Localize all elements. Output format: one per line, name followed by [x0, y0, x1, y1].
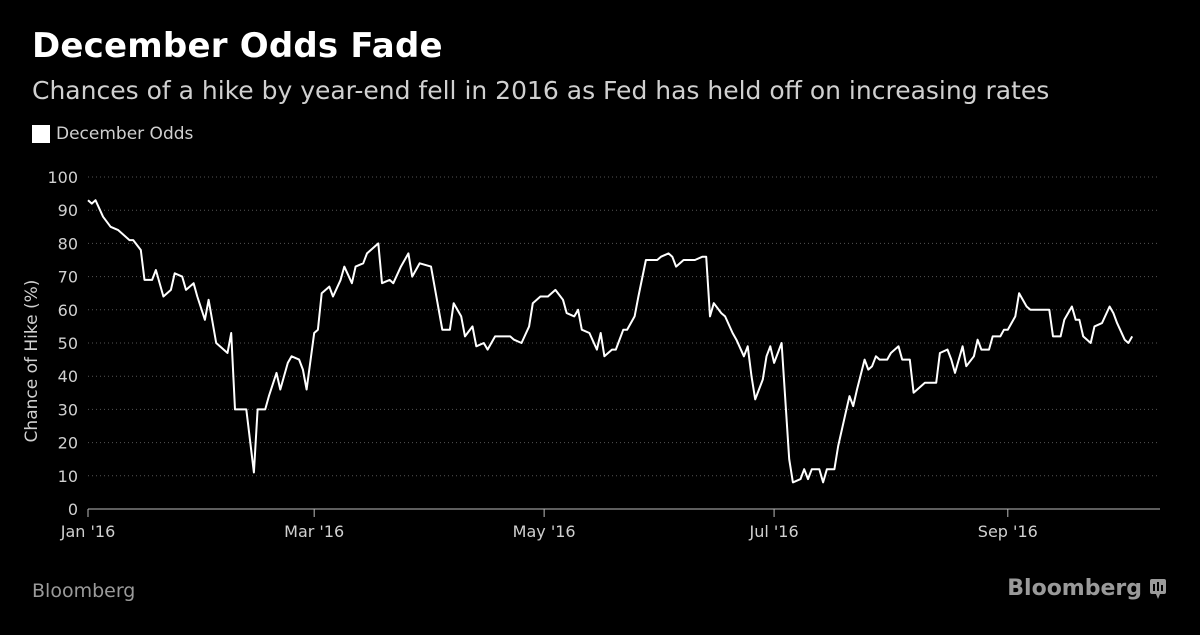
legend-label: December Odds — [56, 124, 194, 144]
x-tick-label: Jul '16 — [749, 522, 799, 541]
legend-swatch — [32, 125, 50, 143]
source-label: Bloomberg — [32, 580, 136, 602]
brand-logo: Bloomberg — [1007, 576, 1166, 601]
y-tick-label: 100 — [47, 168, 78, 187]
chart-title: December Odds Fade — [32, 26, 443, 66]
y-tick-label: 70 — [58, 268, 78, 287]
y-axis-title: Chance of Hike (%) — [22, 280, 42, 443]
x-tick-label: Jan '16 — [60, 522, 116, 541]
y-tick-label: 0 — [68, 500, 78, 519]
y-tick-label: 40 — [58, 367, 78, 386]
y-tick-label: 60 — [58, 301, 78, 320]
y-tick-label: 50 — [58, 334, 78, 353]
chart-subtitle: Chances of a hike by year-end fell in 20… — [32, 76, 1050, 105]
y-tick-label: 30 — [58, 400, 78, 419]
gridlines — [88, 176, 1160, 477]
brand-wordmark: Bloomberg — [1007, 576, 1142, 601]
x-tick-label: May '16 — [513, 522, 576, 541]
axes: 0 10 20 30 40 50 60 70 80 90 100 Jan '16 Mar '16 May … — [22, 168, 1160, 541]
y-tick-label: 10 — [58, 467, 78, 486]
series-layer — [87, 199, 1134, 484]
x-tick-label: Sep '16 — [978, 522, 1038, 541]
x-tick-label: Mar '16 — [284, 522, 344, 541]
y-tick-label: 20 — [58, 434, 78, 453]
y-tick-label: 80 — [58, 234, 78, 253]
chart-legend: December Odds — [32, 124, 193, 144]
series-line — [87, 199, 1134, 484]
bloomberg-mark-icon — [1150, 578, 1166, 599]
y-tick-label: 90 — [58, 201, 78, 220]
